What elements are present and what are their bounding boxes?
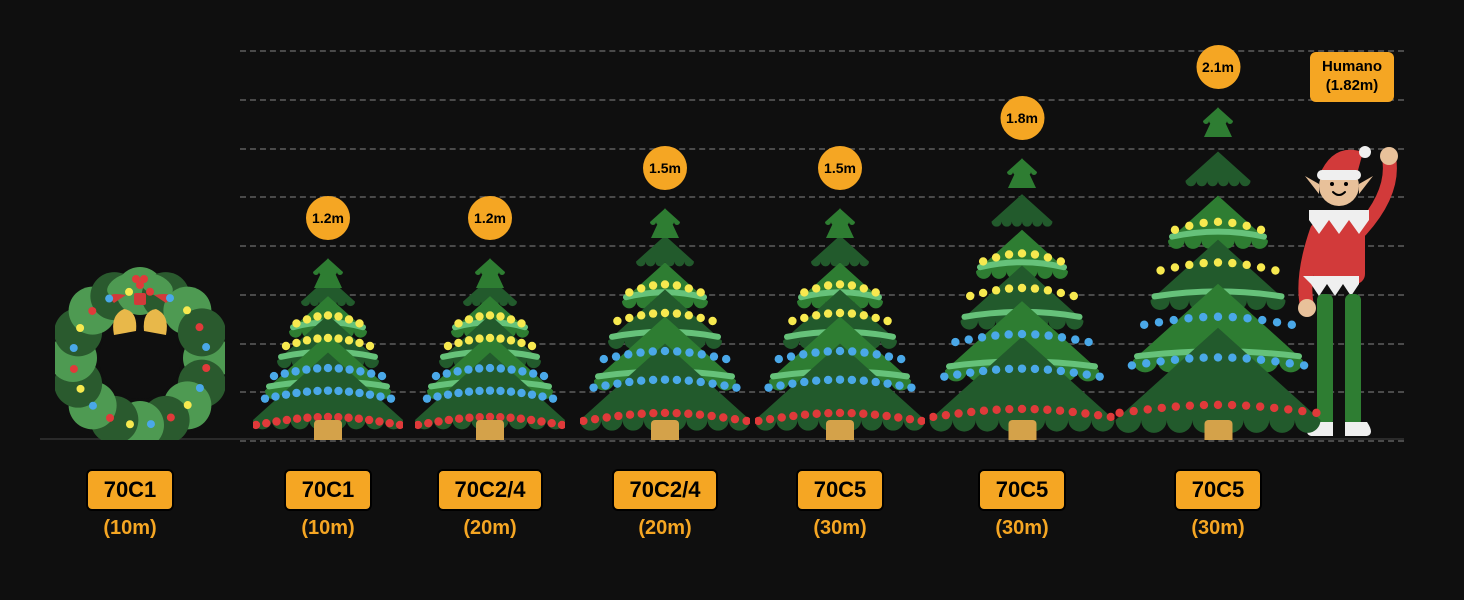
tree-trunk <box>651 420 679 440</box>
tree-trunk <box>1204 420 1232 440</box>
model-code: 70C2/4 <box>612 469 719 511</box>
wreath <box>50 160 230 440</box>
tree-height-badge: 1.2m <box>306 196 350 240</box>
model-code: 70C1 <box>284 469 373 511</box>
model-code: 70C5 <box>978 469 1067 511</box>
tree-1: 1.2m <box>253 238 403 440</box>
tree-label-1: 70C1 (10m) <box>248 469 408 540</box>
string-length: (30m) <box>1138 517 1298 540</box>
tree-6: 2.1m <box>1116 87 1321 440</box>
string-length: (10m) <box>248 517 408 540</box>
string-length: (20m) <box>585 517 745 540</box>
tree-height-badge: 1.8m <box>1000 96 1044 140</box>
model-code: 70C2/4 <box>437 469 544 511</box>
human-reference-badge: Humano (1.82m) <box>1310 52 1394 102</box>
string-length: (10m) <box>50 517 210 540</box>
tree-height-badge: 1.5m <box>818 146 862 190</box>
human-label: Humano <box>1322 58 1382 77</box>
tree-label-3: 70C2/4 (20m) <box>585 469 745 540</box>
string-length: (30m) <box>942 517 1102 540</box>
model-code: 70C1 <box>86 469 175 511</box>
tree-label-2: 70C2/4 (20m) <box>410 469 570 540</box>
wreath-graphic <box>55 248 225 440</box>
tree-trunk <box>1008 420 1036 440</box>
tree-4: 1.5m <box>755 188 925 440</box>
tree-trunk <box>826 420 854 440</box>
wreath-label: 70C1 (10m) <box>50 469 210 540</box>
tree-height-badge: 2.1m <box>1196 45 1240 89</box>
tree-5: 1.8m <box>930 138 1115 440</box>
string-length: (20m) <box>410 517 570 540</box>
tree-2: 1.2m <box>415 238 565 440</box>
string-length: (30m) <box>760 517 920 540</box>
tree-label-6: 70C5 (30m) <box>1138 469 1298 540</box>
tree-height-badge: 1.5m <box>643 146 687 190</box>
tree-3: 1.5m <box>580 188 750 440</box>
model-code: 70C5 <box>796 469 885 511</box>
model-code: 70C5 <box>1174 469 1263 511</box>
tree-label-4: 70C5 (30m) <box>760 469 920 540</box>
tree-height-badge: 1.2m <box>468 196 512 240</box>
tree-label-5: 70C5 (30m) <box>942 469 1102 540</box>
human-height: (1.82m) <box>1322 77 1382 96</box>
tree-trunk <box>476 420 504 440</box>
tree-trunk <box>314 420 342 440</box>
